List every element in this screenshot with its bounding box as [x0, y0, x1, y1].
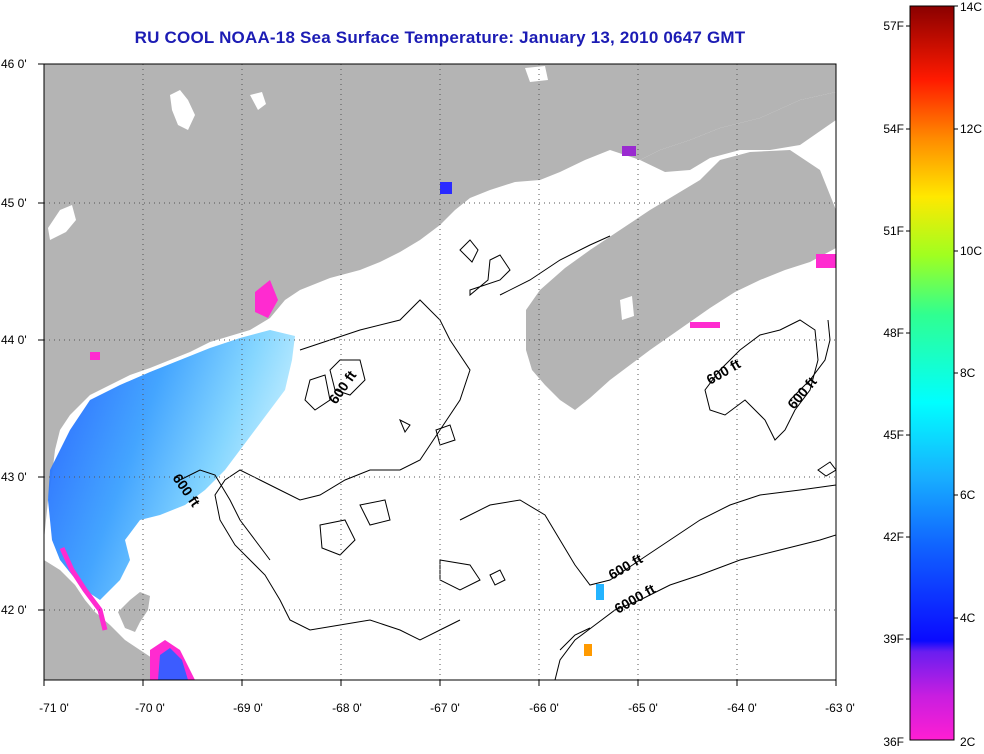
lon-label: -66 0' — [529, 701, 559, 715]
sst-cold-patch-south-blue — [158, 648, 188, 680]
sst-patch-georges-1 — [596, 584, 604, 600]
lon-label: -69 0' — [233, 701, 263, 715]
lon-label: -68 0' — [332, 701, 362, 715]
colorbar-label-f: 48F — [883, 326, 904, 340]
colorbar-label-f: 42F — [883, 530, 904, 544]
colorbar-label-c: 4C — [960, 611, 976, 625]
lat-label: 42 0' — [1, 603, 27, 617]
lon-label: -64 0' — [727, 701, 757, 715]
land-mainland-maine-nb — [44, 64, 836, 540]
sst-patch-ns-east — [816, 254, 836, 268]
colorbar-label-c: 10C — [960, 244, 982, 258]
colorbar-label-f: 39F — [883, 632, 904, 646]
colorbar-label-c: 2C — [960, 735, 976, 749]
temperature-colorbar: 57F 54F 51F 48F 45F 42F 39F 36F 14C 12C … — [883, 0, 982, 749]
lat-label: 43 0' — [1, 470, 27, 484]
lon-label: -70 0' — [135, 701, 165, 715]
frame-ticks — [38, 63, 837, 686]
map-title: RU COOL NOAA-18 Sea Surface Temperature:… — [134, 28, 746, 47]
colorbar-label-c: 6C — [960, 488, 976, 502]
colorbar-celsius-labels: 14C 12C 10C 8C 6C 4C 2C — [960, 0, 982, 749]
lon-label: -63 0' — [825, 701, 855, 715]
colorbar-label-c: 12C — [960, 122, 982, 136]
sst-patch-passamaquoddy — [440, 182, 452, 194]
sst-patch-small-1 — [90, 352, 100, 360]
colorbar-label-f: 54F — [883, 122, 904, 136]
lon-label: -71 0' — [39, 701, 69, 715]
lat-label: 46 0' — [1, 57, 27, 71]
lat-label: 45 0' — [1, 196, 27, 210]
colorbar-gradient — [909, 5, 955, 741]
graticule — [44, 64, 836, 680]
land-nova-scotia — [526, 150, 836, 410]
depth-contours — [179, 235, 836, 680]
colorbar-label-f: 51F — [883, 224, 904, 238]
latitude-labels: 46 0' 45 0' 44 0' 43 0' 42 0' — [1, 57, 27, 617]
lon-label: -67 0' — [430, 701, 460, 715]
colorbar-fahrenheit-labels: 57F 54F 51F 48F 45F 42F 39F 36F — [883, 19, 904, 749]
longitude-labels: -71 0' -70 0' -69 0' -68 0' -67 0' -66 0… — [39, 701, 855, 715]
sst-map: -71 0' -70 0' -69 0' -68 0' -67 0' -66 0… — [1, 57, 855, 715]
colorbar-label-c: 8C — [960, 366, 976, 380]
sst-patch-georges-2 — [584, 644, 592, 656]
colorbar-label-f: 36F — [883, 735, 904, 749]
lon-label: -65 0' — [628, 701, 658, 715]
sst-cold-shoreline — [59, 546, 108, 631]
colorbar-label-f: 57F — [883, 19, 904, 33]
colorbar-label-c: 14C — [960, 0, 982, 14]
sst-coastal-band — [48, 330, 295, 600]
colorbar-label-f: 45F — [883, 428, 904, 442]
sst-patch-fundy — [622, 146, 636, 156]
sst-cold-patch-maine — [255, 280, 278, 318]
land-fundy-shore — [640, 92, 836, 172]
lat-label: 44 0' — [1, 333, 27, 347]
sst-patch-ns-mid — [690, 322, 720, 328]
land-cape-cod — [118, 592, 150, 632]
